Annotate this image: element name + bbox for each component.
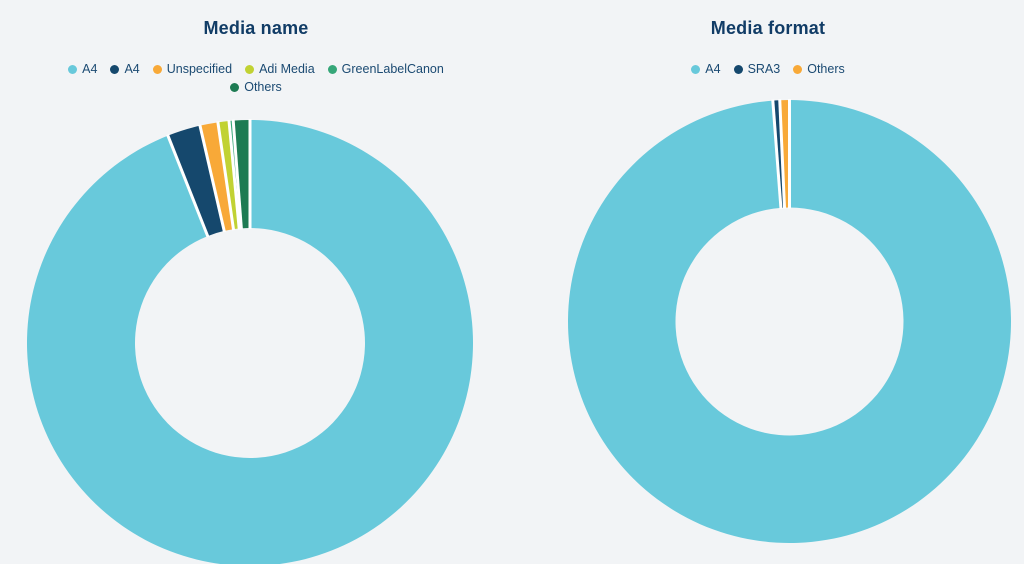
legend-dot-icon: [733, 65, 743, 74]
donut-slice-0-a4[interactable]: [27, 120, 473, 564]
donut-slice-3-adi-media[interactable]: [217, 120, 240, 230]
legend: A4 A4 Unspecified Adi Media GreenLabelCanon O…: [41, 61, 471, 96]
legend-dot-icon: [230, 83, 240, 92]
donut-slice-2-unspecified[interactable]: [199, 122, 234, 231]
page-title: Media format: [710, 18, 826, 38]
legend-label: A4: [124, 62, 140, 76]
legend-item-2-unspecified[interactable]: Unspecified: [152, 61, 233, 78]
legend-label: A4: [705, 62, 721, 76]
slice-separator: [216, 121, 236, 231]
media-name-chart: Media name A4 A4 Unspecified Adi Media Green…: [27, 18, 473, 564]
legend: A4 SRA3 Others: [553, 61, 983, 78]
legend-label: SRA3: [747, 62, 781, 76]
legend-dot-icon: [327, 65, 337, 74]
legend-label: Others: [807, 62, 845, 76]
legend-item-4-greenlabelcanon[interactable]: GreenLabelCanon: [327, 61, 444, 78]
legend-item-0-a4[interactable]: A4: [68, 61, 97, 78]
legend-dot-icon: [691, 65, 701, 74]
donut-svg: [568, 99, 1012, 543]
legend-item-2-others[interactable]: Others: [793, 61, 845, 78]
legend-dot-icon: [245, 65, 255, 74]
legend-label: Others: [244, 80, 282, 94]
legend-label: GreenLabelCanon: [341, 62, 444, 76]
legend-item-3-adi-media[interactable]: Adi Media: [245, 61, 315, 78]
donut-slice-0-a4[interactable]: [568, 100, 1012, 543]
legend-dot-icon: [68, 65, 78, 74]
slice-separator: [227, 119, 241, 230]
donut-slice-5-others[interactable]: [233, 120, 250, 229]
legend-label: A4: [82, 62, 98, 76]
donut-slice-1-a4[interactable]: [167, 125, 225, 237]
slice-separator: [231, 119, 243, 230]
page-title: Media name: [203, 18, 309, 38]
legend-label: Adi Media: [259, 62, 315, 76]
legend-item-1-sra3[interactable]: SRA3: [733, 61, 781, 78]
legend-dot-icon: [152, 65, 162, 74]
legend-item-1-a4[interactable]: A4: [110, 61, 140, 78]
legend-dot-icon: [110, 65, 120, 74]
slice-separator: [778, 99, 787, 209]
legend-item-5-others[interactable]: Others: [230, 79, 282, 96]
slice-separator: [198, 124, 226, 233]
legend-dot-icon: [793, 65, 803, 74]
donut-svg: [27, 119, 473, 564]
slice-separator: [771, 99, 783, 209]
media-format-chart: Media format A4 SRA3 Others: [512, 0, 1024, 564]
legend-item-0-a4[interactable]: A4: [691, 61, 721, 78]
legend-label: Unspecified: [166, 62, 233, 76]
slice-separator: [166, 134, 210, 238]
